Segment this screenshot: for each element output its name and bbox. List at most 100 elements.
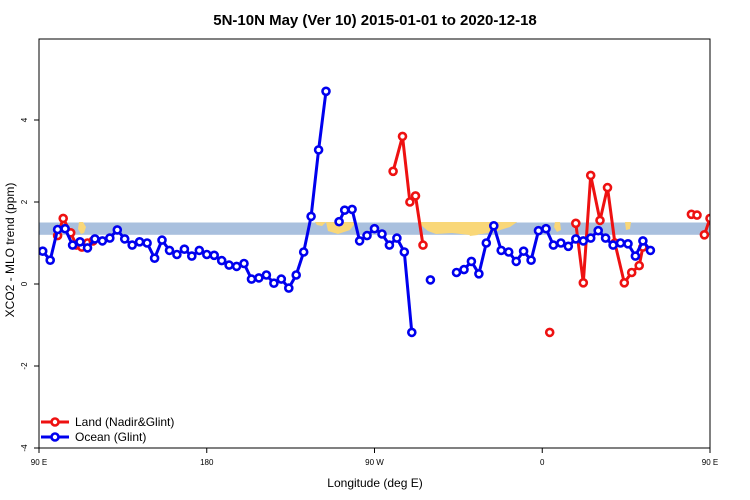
data-point bbox=[347, 204, 357, 215]
data-point bbox=[474, 268, 484, 279]
data-point bbox=[406, 327, 417, 338]
data-point bbox=[254, 273, 264, 283]
data-point bbox=[511, 256, 522, 267]
legend: Land (Nadir&Glint)Ocean (Glint) bbox=[41, 415, 174, 444]
data-point bbox=[626, 267, 637, 278]
data-point bbox=[97, 236, 108, 246]
data-point bbox=[638, 236, 648, 246]
data-point bbox=[405, 197, 415, 207]
y-tick-label: 2 bbox=[20, 199, 29, 204]
data-point bbox=[187, 251, 197, 261]
data-point bbox=[705, 213, 710, 224]
data-point bbox=[306, 211, 316, 222]
data-point bbox=[67, 240, 78, 250]
x-axis-label: Longitude (deg E) bbox=[327, 476, 422, 490]
data-point bbox=[112, 225, 123, 235]
data-point bbox=[570, 218, 581, 229]
data-point bbox=[261, 270, 272, 280]
series-ocean bbox=[39, 86, 656, 338]
data-point bbox=[619, 277, 630, 288]
land-silhouette-7 bbox=[625, 222, 631, 230]
x-tick-label: 180 bbox=[200, 458, 214, 467]
data-point bbox=[127, 240, 137, 250]
data-point bbox=[149, 253, 160, 264]
x-axis-ticks: 90 E 180 90 W 0 90 E bbox=[31, 448, 718, 467]
data-point bbox=[283, 283, 294, 293]
plot-area bbox=[39, 86, 734, 338]
data-point bbox=[90, 234, 100, 244]
data-point bbox=[503, 247, 514, 257]
data-point bbox=[339, 205, 350, 215]
data-point bbox=[119, 234, 130, 244]
data-point bbox=[239, 258, 249, 269]
data-point bbox=[541, 223, 551, 234]
data-point bbox=[459, 264, 469, 275]
data-point bbox=[570, 234, 581, 244]
legend-marker bbox=[50, 417, 60, 427]
data-point bbox=[585, 233, 596, 243]
data-point bbox=[52, 224, 63, 235]
data-point bbox=[585, 170, 596, 181]
data-point bbox=[544, 327, 555, 338]
data-point bbox=[699, 230, 710, 240]
data-point bbox=[157, 235, 167, 245]
legend-marker bbox=[50, 432, 60, 442]
y-tick-label: 0 bbox=[20, 281, 29, 286]
data-point bbox=[593, 225, 604, 236]
data-point bbox=[563, 241, 574, 252]
data-point bbox=[334, 216, 344, 227]
land-silhouette-3 bbox=[326, 222, 356, 234]
data-point bbox=[418, 240, 428, 250]
land-silhouette-5 bbox=[467, 230, 478, 236]
data-point bbox=[172, 249, 182, 260]
data-point bbox=[578, 236, 589, 246]
data-point bbox=[60, 223, 70, 234]
data-point bbox=[602, 182, 613, 193]
data-point bbox=[231, 261, 242, 272]
data-point bbox=[451, 267, 462, 278]
data-point bbox=[291, 270, 302, 280]
x-tick-label: 90 E bbox=[31, 458, 47, 467]
data-point bbox=[246, 274, 257, 284]
data-point bbox=[623, 239, 633, 249]
data-point bbox=[692, 210, 702, 220]
data-point bbox=[39, 246, 48, 256]
series-line-0-3 bbox=[574, 173, 645, 285]
data-point bbox=[202, 249, 212, 260]
data-point bbox=[105, 233, 115, 243]
data-point bbox=[45, 255, 56, 266]
data-point bbox=[518, 246, 529, 256]
data-point bbox=[410, 191, 421, 201]
data-point bbox=[578, 277, 589, 288]
data-point bbox=[533, 225, 544, 236]
x-tick-label: 0 bbox=[540, 458, 545, 467]
data-point bbox=[548, 240, 559, 250]
data-point bbox=[595, 215, 605, 226]
y-tick-label: 4 bbox=[20, 117, 29, 122]
data-point bbox=[481, 238, 492, 248]
data-point bbox=[392, 233, 402, 243]
data-point bbox=[142, 238, 152, 248]
data-point bbox=[384, 240, 395, 250]
x-tick-label: 90 W bbox=[365, 458, 384, 467]
series-line-1-0 bbox=[41, 91, 328, 290]
data-point bbox=[645, 245, 656, 256]
data-point bbox=[727, 242, 734, 249]
data-point bbox=[354, 236, 365, 246]
data-point bbox=[362, 230, 372, 241]
x-tick-label: 90 E bbox=[702, 458, 718, 467]
land-silhouette-6 bbox=[554, 222, 561, 232]
data-point bbox=[600, 233, 611, 243]
data-point bbox=[634, 260, 645, 271]
data-point bbox=[377, 229, 387, 239]
data-point bbox=[298, 247, 309, 257]
data-point bbox=[526, 255, 536, 266]
land-silhouette-2 bbox=[315, 222, 326, 226]
data-point bbox=[276, 274, 287, 284]
data-point bbox=[399, 247, 410, 257]
y-tick-label: -2 bbox=[20, 362, 29, 370]
data-point bbox=[224, 260, 234, 270]
y-axis-ticks: -4 -2 0 2 4 bbox=[20, 117, 39, 452]
data-point bbox=[466, 256, 477, 267]
data-point bbox=[179, 244, 190, 254]
